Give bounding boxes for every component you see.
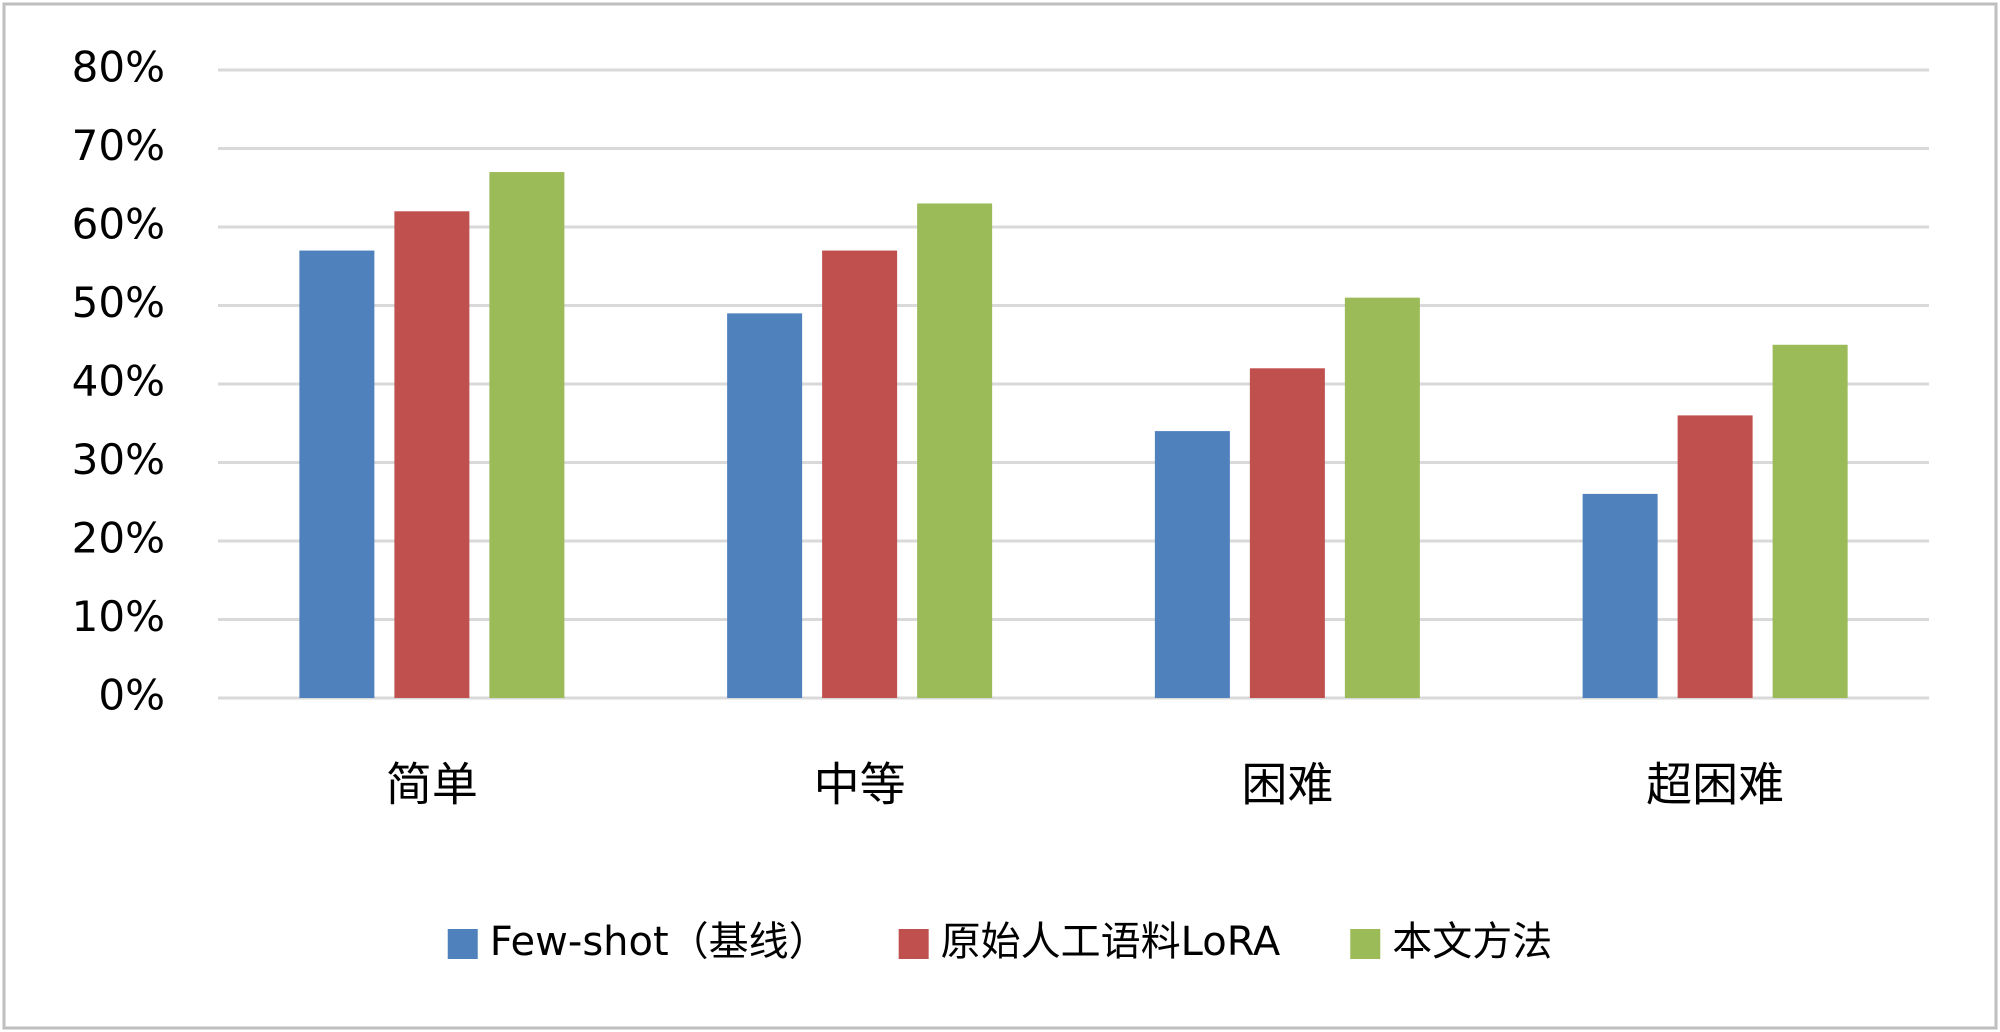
- y-tick-label: 30%: [72, 435, 165, 484]
- bar: [727, 313, 803, 698]
- bar: [1154, 431, 1230, 698]
- legend-swatch: [898, 929, 929, 959]
- y-tick-label: 20%: [72, 514, 165, 563]
- y-tick-label: 10%: [72, 592, 165, 641]
- legend-label: Few-shot（基线）: [490, 919, 829, 965]
- y-tick-label: 70%: [72, 121, 165, 170]
- x-tick-label: 困难: [1241, 758, 1333, 812]
- bar: [1677, 415, 1753, 698]
- bar: [299, 250, 375, 699]
- y-tick-label: 40%: [72, 357, 165, 406]
- y-tick-label: 0%: [98, 671, 165, 720]
- bar: [1344, 297, 1420, 698]
- legend-label: 原始人工语料LoRA: [941, 919, 1281, 965]
- x-tick-label: 中等: [814, 758, 906, 812]
- y-tick-label: 60%: [72, 200, 165, 249]
- bar: [822, 250, 898, 699]
- y-tick-label: 50%: [72, 278, 165, 327]
- bar: [1582, 493, 1658, 698]
- bar: [1772, 344, 1848, 698]
- x-tick-label: 简单: [386, 758, 478, 812]
- bar: [489, 172, 565, 699]
- bar: [394, 211, 470, 699]
- bar: [1249, 368, 1325, 698]
- legend-swatch: [447, 929, 478, 959]
- x-tick-label: 超困难: [1646, 758, 1784, 812]
- legend-label: 本文方法: [1392, 919, 1552, 965]
- y-tick-label: 80%: [72, 43, 165, 92]
- legend-swatch: [1350, 929, 1381, 959]
- bar: [917, 203, 993, 698]
